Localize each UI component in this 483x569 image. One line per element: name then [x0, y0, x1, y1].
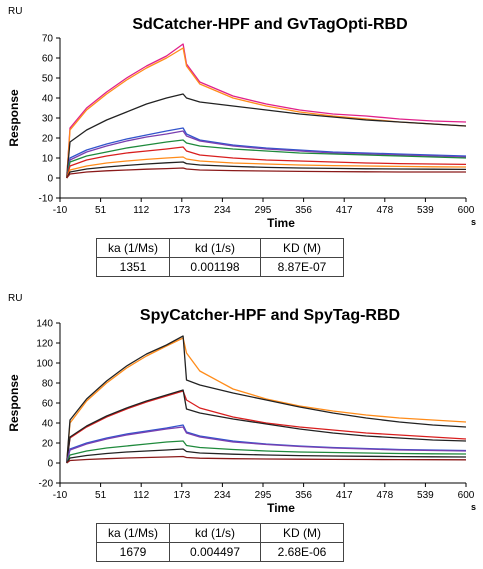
ka-value: 1351: [96, 257, 170, 277]
y-axis-title: Response: [7, 374, 21, 432]
y-tick-label: 140: [36, 319, 53, 330]
chart-panel-2: RU SpyCatcher-HPF and SpyTag-RBD -20 0 20 4…: [0, 285, 483, 569]
x-axis-title: Time: [267, 501, 295, 515]
y-tick-label: 120: [36, 339, 53, 350]
kd-header: kd (1/s): [169, 523, 261, 543]
x-tick-label: 51: [95, 205, 107, 216]
KD-header: KD (M): [260, 523, 344, 543]
y-tick-label: 20: [42, 439, 54, 450]
kinetics-value-row: 1679 0.004497 2.68E-06: [96, 542, 344, 562]
series-line-4: [66, 389, 467, 464]
x-tick-label: 539: [417, 490, 434, 501]
chart-title: SdCatcher-HPF and GvTagOpti-RBD: [132, 16, 408, 33]
x-tick-label: 539: [417, 205, 434, 216]
y-tick-label: -10: [39, 194, 54, 205]
x-tick-label: 51: [95, 490, 107, 501]
series-line-7: [66, 440, 467, 464]
y-tick-label: 30: [42, 114, 54, 125]
series-line-6: [66, 139, 467, 179]
y-tick-label: 40: [42, 94, 54, 105]
series-line-8: [66, 448, 467, 464]
y-tick-label: 40: [42, 419, 54, 430]
series-line-1: [66, 337, 467, 464]
y-tick-label: 70: [42, 34, 54, 45]
series-line-1: [66, 43, 467, 179]
KD-value: 2.68E-06: [260, 542, 344, 562]
x-unit-label: s: [471, 217, 476, 227]
y-unit-label: RU: [8, 6, 23, 17]
y-axis-title: Response: [7, 89, 21, 147]
kinetics-table: ka (1/Ms) kd (1/s) KD (M) 1679 0.004497 …: [96, 523, 344, 562]
y-tick-label: 10: [42, 154, 54, 165]
kd-value: 0.004497: [169, 542, 261, 562]
x-tick-label: 478: [376, 205, 393, 216]
ka-header: ka (1/Ms): [96, 238, 170, 258]
kinetics-value-row: 1351 0.001198 8.87E-07: [96, 257, 344, 277]
x-tick-label: 356: [295, 205, 312, 216]
series-line-9: [66, 161, 467, 179]
series-line-3: [66, 93, 467, 179]
ka-header: ka (1/Ms): [96, 523, 170, 543]
y-tick-label: 100: [36, 359, 53, 370]
y-tick-label: 80: [42, 379, 54, 390]
x-tick-label: 295: [255, 205, 272, 216]
y-tick-label: 60: [42, 399, 54, 410]
ka-value: 1679: [96, 542, 170, 562]
sensorgram-plot: -10 0 10 20 30 40 50 60 70 -10 51 112 173 234 295 356 41…: [7, 34, 476, 231]
x-tick-label: -10: [53, 490, 68, 501]
y-tick-label: 0: [47, 459, 53, 470]
series-line-6: [66, 426, 467, 464]
series-line-3: [66, 390, 467, 464]
kinetics-header-row: ka (1/Ms) kd (1/s) KD (M): [96, 523, 344, 543]
y-unit-label: RU: [8, 293, 23, 304]
x-tick-label: 356: [295, 490, 312, 501]
chart-panel-1: RU SdCatcher-HPF and GvTagOpti-RBD -10 0 1…: [0, 0, 483, 284]
series-line-2: [66, 47, 467, 179]
x-unit-label: s: [471, 502, 476, 512]
sensorgram-plot: -20 0 20 40 60 80 100 120 140 -10 51 112 173 234 295 35…: [7, 319, 476, 516]
y-tick-label: -20: [39, 479, 54, 490]
series-line-4: [66, 127, 467, 179]
x-tick-label: 112: [133, 490, 149, 501]
series-line-7: [66, 146, 467, 179]
x-tick-label: 234: [214, 490, 231, 501]
x-tick-label: 295: [255, 490, 272, 501]
x-tick-label: 112: [133, 205, 149, 216]
x-tick-label: 600: [458, 205, 475, 216]
x-tick-label: 173: [173, 490, 190, 501]
kinetics-header-row: ka (1/Ms) kd (1/s) KD (M): [96, 238, 344, 258]
x-tick-label: 417: [336, 205, 353, 216]
kinetics-table: ka (1/Ms) kd (1/s) KD (M) 1351 0.001198 …: [96, 238, 344, 277]
kd-header: kd (1/s): [169, 238, 261, 258]
y-tick-label: 20: [42, 134, 54, 145]
KD-value: 8.87E-07: [260, 257, 344, 277]
x-tick-label: -10: [53, 205, 68, 216]
kd-value: 0.001198: [169, 257, 261, 277]
y-tick-label: 0: [47, 174, 53, 185]
x-tick-label: 234: [214, 205, 231, 216]
KD-header: KD (M): [260, 238, 344, 258]
series-line-9: [66, 455, 467, 464]
x-tick-label: 600: [458, 490, 475, 501]
y-tick-label: 50: [42, 74, 54, 85]
x-tick-label: 478: [376, 490, 393, 501]
series-line-2: [66, 335, 467, 464]
x-axis-title: Time: [267, 216, 295, 230]
chart-title: SpyCatcher-HPF and SpyTag-RBD: [139, 307, 401, 324]
series-line-8: [66, 156, 467, 179]
x-tick-label: 173: [173, 205, 190, 216]
x-tick-label: 417: [336, 490, 353, 501]
y-tick-label: 60: [42, 54, 54, 65]
series-line-10: [66, 167, 466, 179]
series-line-5: [66, 130, 467, 179]
